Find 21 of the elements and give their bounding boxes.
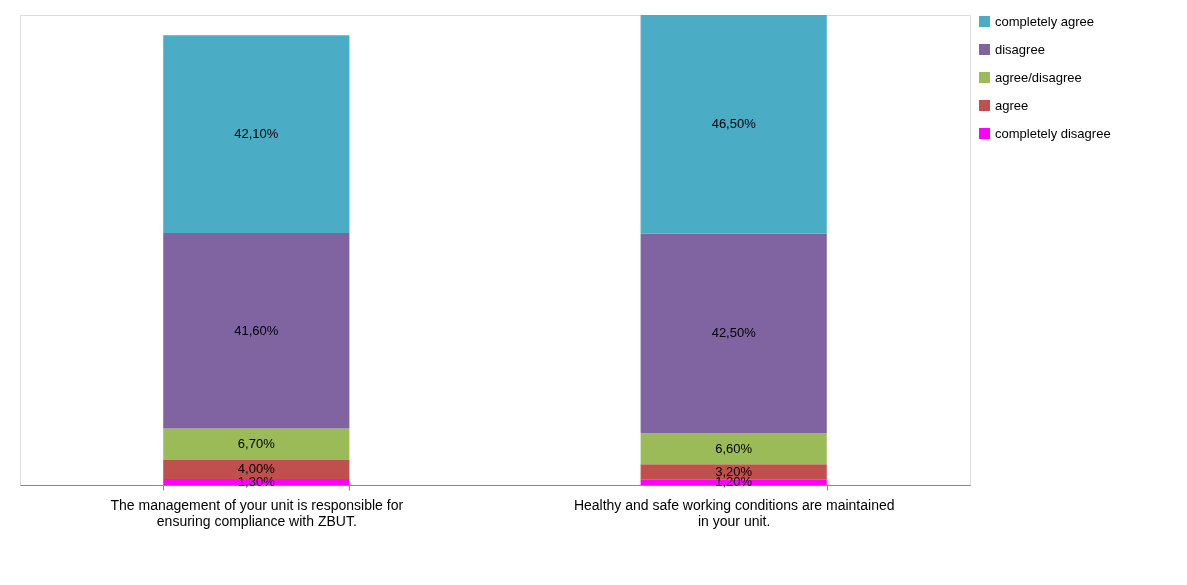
bar [640, 15, 827, 234]
legend-label: disagree [995, 41, 1045, 57]
bar [163, 35, 350, 234]
data-label: 46,50% [711, 116, 757, 132]
bar [640, 233, 827, 434]
data-label: 4,00% [237, 461, 276, 477]
x-tick-label: The management of your unit is responsible for ensuring compliance with ZBUT. [110, 496, 404, 529]
data-label: 6,70% [237, 436, 276, 452]
bar [163, 460, 350, 479]
bar [163, 428, 350, 461]
data-label: 41,60% [234, 322, 279, 338]
legend-label: completely disagree [995, 125, 1111, 141]
data-label: 6,60% [715, 440, 753, 456]
legend-label: completely agree [995, 13, 1094, 29]
x-tick-label: Healthy and safe working conditions are maintained in your unit. [573, 496, 895, 529]
legend-label: agree/disagree [995, 69, 1082, 85]
data-label: 42,10% [234, 126, 279, 142]
data-label: 42,50% [711, 325, 757, 341]
bar [163, 233, 350, 429]
bar [640, 433, 827, 465]
legend-label: agree [995, 97, 1029, 113]
